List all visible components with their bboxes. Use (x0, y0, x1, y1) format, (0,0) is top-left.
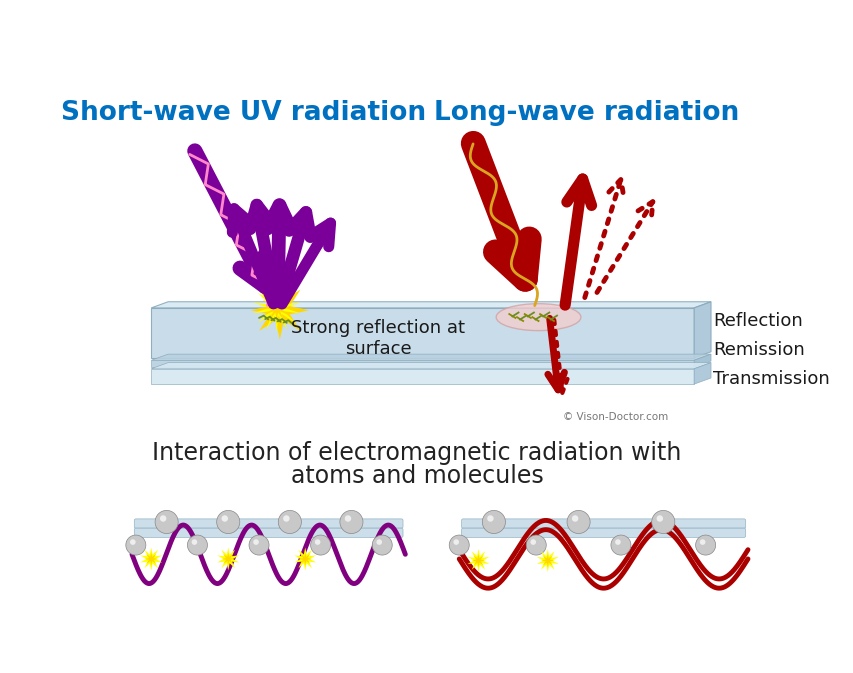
Polygon shape (467, 549, 489, 572)
Circle shape (566, 510, 589, 534)
Text: Short-wave UV radiation: Short-wave UV radiation (61, 100, 426, 126)
Circle shape (310, 535, 330, 555)
Circle shape (160, 516, 166, 522)
FancyBboxPatch shape (134, 528, 403, 537)
Circle shape (656, 516, 662, 522)
Polygon shape (151, 363, 711, 369)
Circle shape (610, 535, 630, 555)
Polygon shape (140, 547, 162, 571)
Polygon shape (471, 553, 485, 567)
Polygon shape (151, 354, 711, 360)
Circle shape (482, 510, 505, 534)
Circle shape (155, 510, 178, 534)
Circle shape (453, 539, 459, 545)
Circle shape (695, 535, 715, 555)
Polygon shape (250, 281, 309, 339)
Circle shape (449, 535, 468, 555)
Circle shape (651, 510, 674, 534)
Ellipse shape (496, 304, 580, 330)
Polygon shape (693, 363, 711, 384)
Circle shape (315, 539, 320, 545)
Circle shape (221, 516, 228, 522)
Polygon shape (252, 283, 300, 332)
Circle shape (339, 510, 363, 534)
Text: Interaction of electromagnetic radiation with: Interaction of electromagnetic radiation… (152, 441, 681, 465)
Polygon shape (259, 291, 293, 325)
FancyBboxPatch shape (461, 528, 745, 537)
Circle shape (130, 539, 136, 545)
Text: Reflection
Remission
Transmission: Reflection Remission Transmission (712, 312, 829, 388)
Polygon shape (298, 552, 312, 566)
Text: Long-wave radiation: Long-wave radiation (433, 100, 738, 126)
Polygon shape (151, 302, 711, 308)
Polygon shape (151, 308, 693, 358)
Circle shape (372, 535, 392, 555)
Circle shape (699, 539, 705, 545)
Circle shape (486, 516, 493, 522)
Polygon shape (151, 360, 693, 367)
Circle shape (278, 510, 301, 534)
Circle shape (283, 516, 289, 522)
Circle shape (572, 516, 577, 522)
Polygon shape (151, 369, 693, 384)
Polygon shape (144, 552, 158, 566)
Text: atoms and molecules: atoms and molecules (290, 464, 543, 488)
Polygon shape (540, 553, 554, 567)
Polygon shape (294, 547, 316, 571)
Circle shape (530, 539, 536, 545)
Text: © Vison-Doctor.com: © Vison-Doctor.com (562, 412, 668, 422)
Circle shape (191, 539, 197, 545)
Circle shape (525, 535, 546, 555)
FancyBboxPatch shape (134, 519, 403, 528)
Circle shape (125, 535, 146, 555)
Polygon shape (693, 354, 711, 367)
Circle shape (614, 539, 620, 545)
Circle shape (217, 510, 240, 534)
Circle shape (376, 539, 381, 545)
Circle shape (345, 516, 351, 522)
Circle shape (249, 535, 269, 555)
Polygon shape (221, 552, 235, 566)
Circle shape (187, 535, 207, 555)
Circle shape (253, 539, 258, 545)
Text: Strong reflection at
surface: Strong reflection at surface (291, 320, 465, 358)
Polygon shape (693, 302, 711, 358)
FancyBboxPatch shape (461, 519, 745, 528)
Polygon shape (537, 549, 558, 572)
Polygon shape (217, 547, 239, 571)
